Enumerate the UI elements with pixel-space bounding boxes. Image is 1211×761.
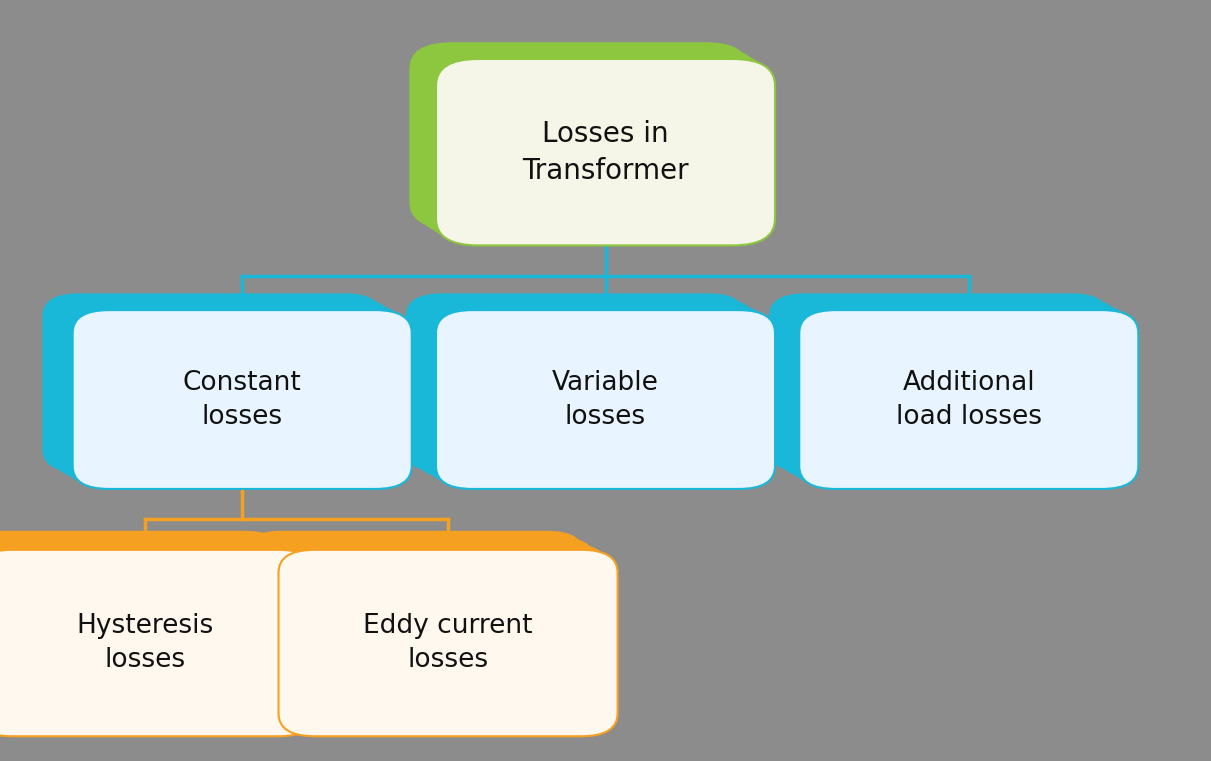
FancyBboxPatch shape: [245, 531, 584, 717]
Text: Variable
losses: Variable losses: [552, 370, 659, 429]
Text: Eddy current
losses: Eddy current losses: [363, 613, 533, 673]
FancyBboxPatch shape: [256, 537, 595, 724]
FancyBboxPatch shape: [63, 304, 402, 483]
FancyBboxPatch shape: [799, 310, 1138, 489]
FancyBboxPatch shape: [0, 543, 304, 730]
Text: Additional
load losses: Additional load losses: [896, 370, 1041, 429]
FancyBboxPatch shape: [409, 42, 748, 228]
FancyBboxPatch shape: [73, 310, 412, 489]
FancyBboxPatch shape: [779, 299, 1118, 478]
FancyBboxPatch shape: [418, 48, 757, 234]
FancyBboxPatch shape: [436, 310, 775, 489]
FancyBboxPatch shape: [279, 549, 618, 737]
FancyBboxPatch shape: [436, 59, 775, 245]
FancyBboxPatch shape: [268, 543, 607, 730]
FancyBboxPatch shape: [42, 294, 381, 472]
FancyBboxPatch shape: [769, 294, 1108, 472]
FancyBboxPatch shape: [0, 531, 281, 717]
Text: Losses in
Transformer: Losses in Transformer: [522, 119, 689, 185]
FancyBboxPatch shape: [427, 53, 767, 240]
FancyBboxPatch shape: [52, 299, 391, 478]
Text: Constant
losses: Constant losses: [183, 370, 302, 429]
Text: Hysteresis
losses: Hysteresis losses: [76, 613, 214, 673]
FancyBboxPatch shape: [790, 304, 1129, 483]
FancyBboxPatch shape: [406, 294, 745, 472]
FancyBboxPatch shape: [426, 304, 765, 483]
FancyBboxPatch shape: [0, 537, 292, 724]
FancyBboxPatch shape: [415, 299, 754, 478]
FancyBboxPatch shape: [0, 549, 315, 737]
